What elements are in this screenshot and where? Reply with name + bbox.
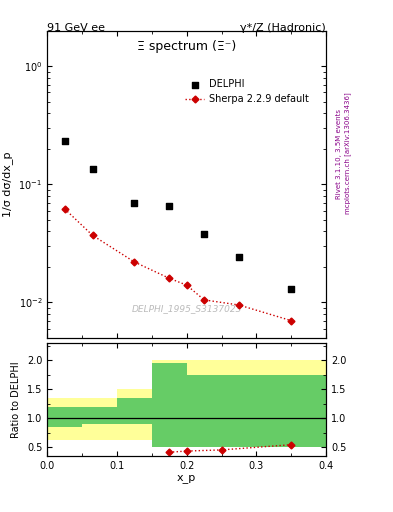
Sherpa 2.2.9 default	[167, 275, 172, 282]
Sherpa 2.2.9 default	[132, 259, 137, 265]
Sherpa 2.2.9 default	[289, 317, 294, 324]
X-axis label: x_p: x_p	[177, 473, 196, 483]
Y-axis label: Ratio to DELPHI: Ratio to DELPHI	[11, 361, 21, 438]
Y-axis label: 1/σ dσ/dx_p: 1/σ dσ/dx_p	[2, 152, 13, 217]
DELPHI	[61, 136, 68, 144]
DELPHI	[201, 230, 207, 238]
DELPHI	[166, 202, 173, 210]
Sherpa 2.2.9 default	[90, 232, 95, 239]
Text: 91 GeV ee: 91 GeV ee	[47, 23, 105, 33]
DELPHI	[288, 285, 294, 293]
Sherpa 2.2.9 default	[62, 206, 67, 212]
DELPHI	[89, 165, 95, 173]
Sherpa 2.2.9 default	[202, 297, 206, 303]
DELPHI	[236, 253, 242, 262]
Text: γ*/Z (Hadronic): γ*/Z (Hadronic)	[241, 23, 326, 33]
Sherpa 2.2.9 default	[184, 282, 189, 288]
Text: Ξ spectrum (Ξ⁻): Ξ spectrum (Ξ⁻)	[137, 40, 236, 53]
Legend: DELPHI, Sherpa 2.2.9 default: DELPHI, Sherpa 2.2.9 default	[181, 75, 313, 108]
Line: Sherpa 2.2.9 default: Sherpa 2.2.9 default	[62, 206, 294, 323]
Text: mcplots.cern.ch [arXiv:1306.3436]: mcplots.cern.ch [arXiv:1306.3436]	[344, 93, 351, 215]
Sherpa 2.2.9 default	[237, 302, 241, 308]
DELPHI	[131, 199, 138, 207]
Text: DELPHI_1995_S3137023: DELPHI_1995_S3137023	[132, 304, 242, 313]
Text: Rivet 3.1.10, 3.5M events: Rivet 3.1.10, 3.5M events	[336, 109, 342, 199]
